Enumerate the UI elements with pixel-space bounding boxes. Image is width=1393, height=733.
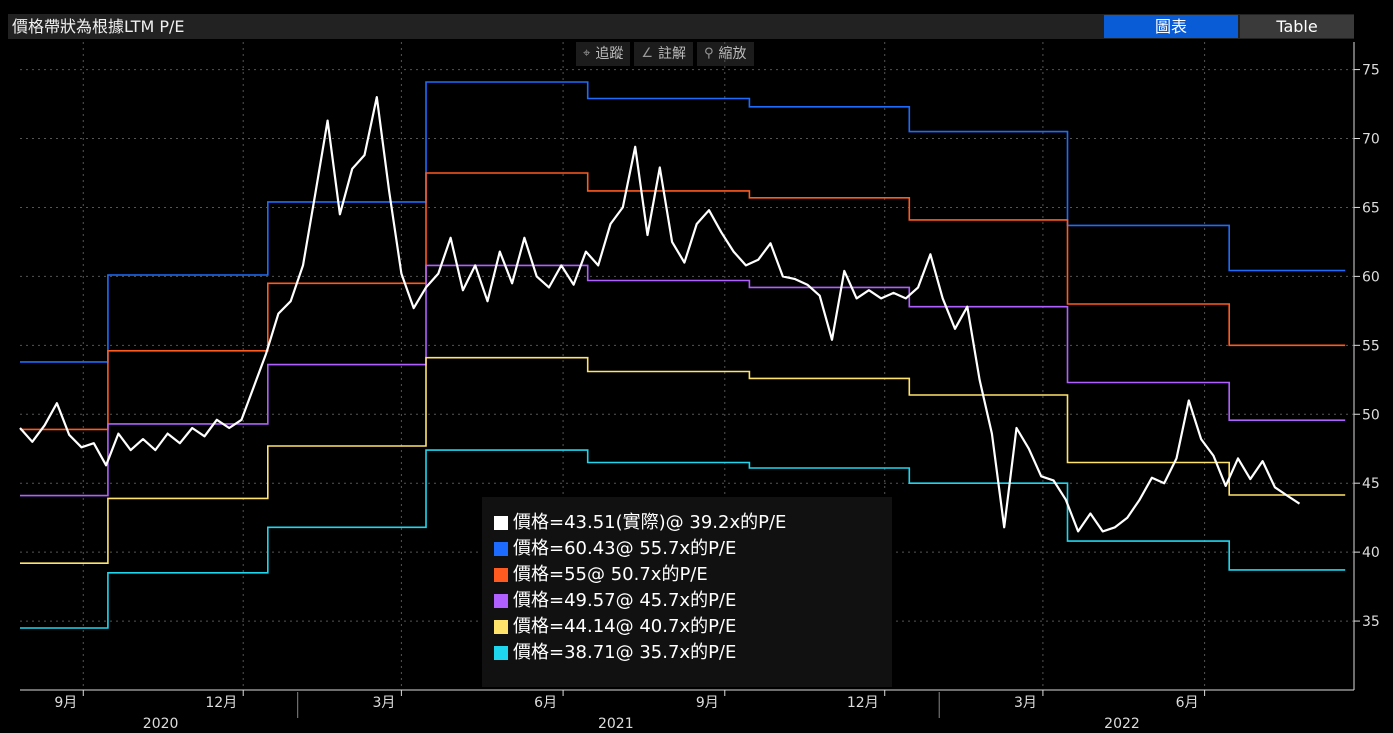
legend-swatch-white — [494, 516, 508, 530]
year-label: 2021 — [598, 716, 634, 732]
x-tick-label: 6月 — [534, 695, 557, 711]
legend-label-price: 價格=43.51(實際)@ 39.2x的P/E — [513, 512, 787, 533]
track-button[interactable]: ⌖ 追蹤 — [576, 42, 631, 66]
legend-label-band-4: 價格=44.14@ 40.7x的P/E — [513, 616, 737, 637]
tab-chart[interactable]: 圖表 — [1104, 15, 1238, 38]
y-tick-label: 35 — [1362, 614, 1380, 630]
y-tick-label: 70 — [1362, 132, 1380, 148]
legend-label-band-3: 價格=49.57@ 45.7x的P/E — [513, 590, 737, 611]
annotate-label: 註解 — [657, 46, 686, 62]
legend-item-band-3: 價格=49.57@ 45.7x的P/E — [494, 589, 736, 613]
legend-swatch-blue — [494, 542, 508, 556]
tab-table[interactable]: Table — [1240, 15, 1354, 38]
chart-title: 價格帶狀為根據LTM P/E — [12, 17, 185, 36]
legend-swatch-orange — [494, 568, 508, 582]
x-tick-label: 9月 — [696, 695, 719, 711]
x-tick-label: 3月 — [372, 695, 395, 711]
legend-item-band-2: 價格=55@ 50.7x的P/E — [494, 563, 708, 587]
y-tick-label: 50 — [1362, 407, 1380, 423]
band-line-b45_7 — [20, 264, 1346, 497]
year-label: 2022 — [1104, 716, 1140, 732]
price-line — [19, 96, 1301, 533]
band-line-b40_7 — [20, 356, 1346, 564]
y-tick-label: 45 — [1362, 476, 1380, 492]
legend-swatch-yellow — [494, 620, 508, 634]
crosshair-icon: ⌖ — [583, 46, 591, 61]
x-tick-label: 6月 — [1176, 695, 1199, 711]
legend-swatch-purple — [494, 594, 508, 608]
legend: 價格=43.51(實際)@ 39.2x的P/E 價格=60.43@ 55.7x的… — [482, 497, 892, 687]
y-tick-label: 55 — [1362, 338, 1380, 354]
x-tick-label: 12月 — [847, 695, 879, 711]
track-label: 追蹤 — [595, 46, 624, 62]
year-label: 2020 — [143, 716, 179, 732]
y-tick-label: 75 — [1362, 63, 1380, 79]
band-line-b50_7 — [20, 172, 1346, 431]
y-tick-label: 40 — [1362, 545, 1380, 561]
legend-item-band-5: 價格=38.71@ 35.7x的P/E — [494, 641, 736, 665]
pencil-icon: ∠ — [641, 46, 653, 61]
x-tick-label: 3月 — [1014, 695, 1037, 711]
legend-label-band-2: 價格=55@ 50.7x的P/E — [513, 564, 708, 585]
legend-item-price: 價格=43.51(實際)@ 39.2x的P/E — [494, 511, 786, 535]
x-tick-label: 9月 — [54, 695, 77, 711]
legend-item-band-4: 價格=44.14@ 40.7x的P/E — [494, 615, 736, 639]
band-line-b35_7 — [20, 449, 1346, 629]
y-tick-label: 60 — [1362, 269, 1380, 285]
legend-swatch-cyan — [494, 646, 508, 660]
annotate-button[interactable]: ∠ 註解 — [634, 42, 693, 66]
legend-label-band-1: 價格=60.43@ 55.7x的P/E — [513, 538, 737, 559]
view-tabs: 圖表 Table — [1104, 15, 1354, 38]
legend-item-band-1: 價格=60.43@ 55.7x的P/E — [494, 537, 736, 561]
legend-label-band-5: 價格=38.71@ 35.7x的P/E — [513, 642, 737, 663]
magnifier-icon: ⚲ — [703, 46, 714, 61]
y-tick-label: 65 — [1362, 200, 1380, 216]
band-line-b55_7 — [20, 81, 1346, 363]
x-tick-label: 12月 — [205, 695, 237, 711]
zoom-label: 縮放 — [718, 46, 747, 62]
